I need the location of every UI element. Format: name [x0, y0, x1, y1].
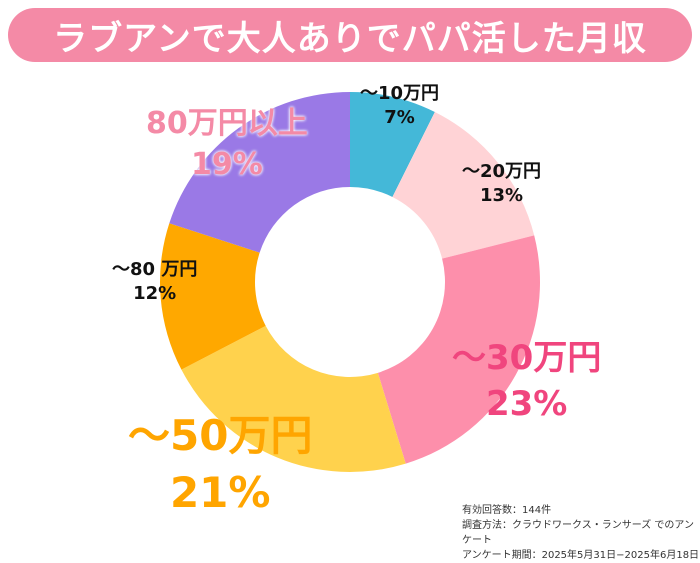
label-20: 〜20万円 13%: [462, 161, 542, 207]
note-period: アンケート期間：2025年5月31日−2025年6月18日: [462, 550, 700, 561]
donut-slice: [350, 92, 435, 198]
donut-slice: [377, 235, 540, 464]
chart-title: ラブアンで大人ありでパパ活した月収: [8, 8, 692, 62]
label-80: 〜80 万円 12%: [112, 259, 198, 305]
label-10: 〜10万円 7%: [360, 83, 440, 129]
donut-slice: [181, 325, 406, 472]
label-30: 〜30万円 23%: [452, 338, 602, 424]
label-50: 〜50万円 21%: [128, 411, 313, 517]
note-responses: 有効回答数：144件: [462, 505, 552, 516]
donut-slice: [392, 112, 535, 259]
survey-notes: 有効回答数：144件 調査方法：クラウドワークス・ランサーズ でのアンケート ア…: [462, 503, 700, 563]
donut-slice: [169, 92, 350, 253]
donut-slice: [160, 223, 266, 370]
note-method: 調査方法：クラウドワークス・ランサーズ でのアンケート: [462, 520, 694, 546]
donut-chart: [160, 92, 540, 472]
label-80-plus: 80万円以上 19%: [146, 106, 308, 182]
